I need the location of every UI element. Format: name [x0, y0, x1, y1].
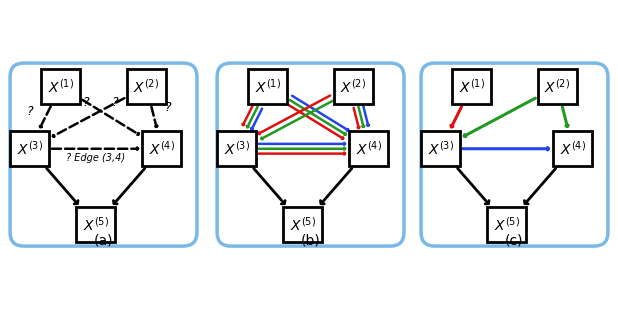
FancyArrowPatch shape: [464, 98, 535, 137]
FancyArrowPatch shape: [258, 96, 330, 134]
FancyArrowPatch shape: [251, 109, 262, 129]
FancyBboxPatch shape: [421, 131, 460, 166]
FancyBboxPatch shape: [334, 69, 373, 104]
FancyArrowPatch shape: [562, 107, 569, 127]
Text: ?: ?: [26, 105, 33, 118]
FancyArrowPatch shape: [451, 107, 462, 127]
FancyBboxPatch shape: [421, 63, 608, 246]
FancyBboxPatch shape: [538, 69, 577, 104]
Text: ?: ?: [83, 95, 90, 108]
FancyBboxPatch shape: [127, 69, 166, 104]
FancyArrowPatch shape: [353, 108, 360, 128]
FancyArrowPatch shape: [290, 100, 345, 135]
Text: $X^{(2)}$: $X^{(2)}$: [544, 78, 570, 95]
FancyArrowPatch shape: [287, 104, 343, 139]
Text: $X^{(1)}$: $X^{(1)}$: [48, 78, 74, 95]
Text: $X^{(1)}$: $X^{(1)}$: [255, 78, 281, 95]
FancyBboxPatch shape: [217, 131, 256, 166]
FancyArrowPatch shape: [242, 104, 253, 125]
FancyBboxPatch shape: [76, 207, 115, 242]
FancyArrowPatch shape: [53, 98, 124, 137]
FancyBboxPatch shape: [554, 131, 593, 166]
FancyArrowPatch shape: [321, 168, 352, 204]
FancyBboxPatch shape: [41, 69, 80, 104]
Text: (b): (b): [301, 233, 320, 247]
FancyArrowPatch shape: [52, 148, 138, 150]
FancyBboxPatch shape: [283, 207, 322, 242]
FancyArrowPatch shape: [363, 106, 369, 126]
FancyArrowPatch shape: [457, 168, 489, 204]
Text: (c): (c): [506, 233, 523, 247]
Text: $X^{(4)}$: $X^{(4)}$: [149, 140, 175, 158]
FancyBboxPatch shape: [248, 69, 287, 104]
FancyArrowPatch shape: [259, 148, 345, 150]
Text: ?: ?: [112, 95, 119, 108]
Text: $X^{(5)}$: $X^{(5)}$: [290, 216, 316, 234]
FancyBboxPatch shape: [452, 69, 491, 104]
FancyArrowPatch shape: [40, 107, 51, 127]
Text: $X^{(3)}$: $X^{(3)}$: [224, 140, 250, 158]
FancyBboxPatch shape: [349, 131, 389, 166]
FancyArrowPatch shape: [261, 101, 333, 139]
Text: $X^{(5)}$: $X^{(5)}$: [83, 216, 109, 234]
FancyArrowPatch shape: [463, 148, 549, 150]
FancyArrowPatch shape: [292, 96, 349, 131]
FancyBboxPatch shape: [10, 131, 49, 166]
FancyArrowPatch shape: [46, 168, 78, 204]
Text: $X^{(2)}$: $X^{(2)}$: [133, 78, 159, 95]
FancyArrowPatch shape: [525, 168, 556, 204]
Text: $X^{(1)}$: $X^{(1)}$: [459, 78, 485, 95]
Text: (a): (a): [94, 233, 113, 247]
Text: ?: ?: [164, 101, 171, 114]
Text: $X^{(5)}$: $X^{(5)}$: [494, 216, 520, 234]
FancyArrowPatch shape: [247, 107, 258, 127]
FancyArrowPatch shape: [151, 107, 157, 127]
FancyBboxPatch shape: [143, 131, 182, 166]
FancyBboxPatch shape: [10, 63, 197, 246]
Text: $X^{(2)}$: $X^{(2)}$: [341, 78, 366, 95]
Text: ? Edge (3,4): ? Edge (3,4): [66, 154, 125, 163]
Text: $X^{(3)}$: $X^{(3)}$: [428, 140, 454, 158]
FancyBboxPatch shape: [487, 207, 526, 242]
FancyArrowPatch shape: [253, 168, 285, 204]
FancyArrowPatch shape: [114, 168, 145, 204]
FancyArrowPatch shape: [83, 100, 138, 135]
FancyArrowPatch shape: [259, 153, 345, 155]
FancyArrowPatch shape: [358, 107, 364, 127]
Text: $X^{(4)}$: $X^{(4)}$: [356, 140, 382, 158]
Text: $X^{(3)}$: $X^{(3)}$: [17, 140, 43, 158]
FancyBboxPatch shape: [217, 63, 404, 246]
FancyArrowPatch shape: [259, 143, 345, 145]
Text: $X^{(4)}$: $X^{(4)}$: [560, 140, 586, 158]
